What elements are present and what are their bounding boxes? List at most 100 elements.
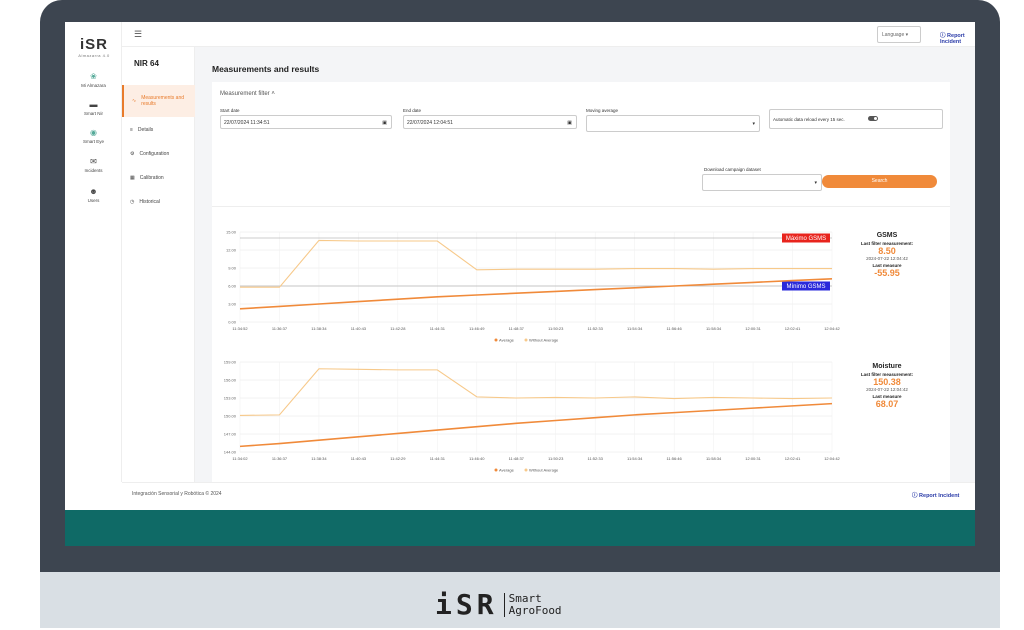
end-date-label: End date <box>403 108 422 113</box>
rail-item-smart-nir[interactable]: ▬ Smart Nir <box>65 100 122 116</box>
subnav-item-configuration[interactable]: ⚙ Configuration <box>130 151 170 157</box>
logo[interactable]: iSR Almazarra 4.0 <box>73 36 115 58</box>
legend-label[interactable]: Average <box>499 468 515 473</box>
moisture-last-filter-label: Last filter measurement: <box>860 372 914 377</box>
legend-label[interactable]: Without Average <box>529 468 559 473</box>
auto-reload-box: Automatic data reload every 15 sec. <box>769 109 943 129</box>
x-tick-label: 11:48:37 <box>509 456 525 461</box>
x-tick-label: 11:42:29 <box>390 456 406 461</box>
y-tick-label: 156.00 <box>224 378 237 383</box>
laptop-base <box>40 572 1000 628</box>
gsms-last-measure-value: -55.95 <box>874 268 900 278</box>
base-subtitle: Smart AgroFood <box>503 592 562 617</box>
end-date-input[interactable]: 22/07/2024 12:04:51 ▣ <box>403 115 577 129</box>
device-title: NIR 64 <box>134 59 159 68</box>
moving-average-select[interactable]: ▾ <box>586 115 760 132</box>
footer: Integración Sensorial y Robótica © 2024 … <box>122 482 975 504</box>
language-select[interactable]: Language ▾ <box>877 26 921 43</box>
x-tick-label: 11:54:34 <box>627 326 643 331</box>
x-tick-label: 11:44:31 <box>430 456 446 461</box>
start-date-input[interactable]: 22/07/2024 11:34:51 ▣ <box>220 115 392 129</box>
subnav-item-historical[interactable]: ◷ Historical <box>130 199 160 205</box>
footer-report-incident-link[interactable]: ⓘ Report Incident <box>912 493 960 499</box>
x-tick-label: 11:52:33 <box>588 456 604 461</box>
legend-marker <box>494 468 498 472</box>
main-content: Measurements and results Measurement fil… <box>195 47 975 482</box>
legend-marker <box>494 338 498 342</box>
gsms-last-filter-value: 8.50 <box>878 246 896 256</box>
x-tick-label: 11:58:34 <box>706 456 722 461</box>
gsms-chart: 0.00 3.00 6.00 9.00 12.00 15.00 11:34:52 11:36:… <box>226 230 841 343</box>
x-tick-label: 11:36:37 <box>272 326 288 331</box>
page-title: Measurements and results <box>212 64 320 74</box>
menu-icon[interactable]: ☰ <box>134 29 143 39</box>
x-tick-label: 11:50:23 <box>548 326 564 331</box>
x-tick-label: 11:40:43 <box>351 326 367 331</box>
rail-item-smart-eye[interactable]: ◉ Smart Eye <box>65 128 122 144</box>
download-dataset-label: Download campaign dataset <box>704 167 761 172</box>
device-subnav: NIR 64 ∿ Measurements and results ≡ Detail… <box>122 47 195 482</box>
y-tick-label: 3.00 <box>228 302 237 307</box>
chevron-up-icon: ˄ <box>271 91 275 97</box>
grid-icon: ▦ <box>130 175 135 181</box>
x-tick-label: 12:04:42 <box>824 326 840 331</box>
x-tick-label: 11:34:52 <box>232 326 248 331</box>
x-tick-label: 11:54:34 <box>627 456 643 461</box>
threshold-label-box <box>782 233 830 243</box>
report-incident-link[interactable]: ⓘ Report Incident <box>940 33 965 45</box>
chevron-down-icon: ▾ <box>752 121 755 127</box>
pulse-icon: ∿ <box>132 98 137 104</box>
gsms-last-filter-label: Last filter measurement: <box>860 241 914 246</box>
x-tick-label: 12:04:42 <box>824 456 840 461</box>
list-icon: ≡ <box>130 127 133 133</box>
moisture-summary: Moisture Last filter measurement: 150.38… <box>852 363 922 409</box>
moving-average-label: Moving average <box>586 108 619 113</box>
main-rail: iSR Almazarra 4.0 ❀ Mi Almazara ▬ Smart Ni… <box>65 22 122 482</box>
calendar-icon: ▣ <box>382 120 387 126</box>
auto-reload-label: Automatic data reload every 15 sec. <box>773 117 845 122</box>
threshold-label-box <box>782 281 830 291</box>
auto-reload-toggle[interactable] <box>868 116 878 121</box>
series-line-average <box>239 278 833 310</box>
topbar: ☰ Language ▾ ⓘ Report Incident ⟲ <box>122 22 975 47</box>
gsms-summary: GSMS Last filter measurement: 8.50 2024-… <box>852 232 922 278</box>
users-icon: ☻ <box>89 187 98 196</box>
info-icon: ⓘ <box>940 33 946 39</box>
x-tick-label: 11:38:34 <box>311 456 327 461</box>
rail-item-almazara[interactable]: ❀ Mi Almazara <box>65 72 122 88</box>
measurements-card: Measurement filter ˄ Start date 22/07/20… <box>212 82 950 482</box>
x-tick-label: 11:42:28 <box>390 326 406 331</box>
x-tick-label: 12:02:41 <box>785 326 801 331</box>
copyright: Integración Sensorial y Robótica © 2024 <box>132 491 222 497</box>
y-tick-label: 144.00 <box>224 450 237 455</box>
mail-icon: ✉ <box>90 157 97 166</box>
subnav-item-details[interactable]: ≡ Details <box>130 127 154 133</box>
subnav-item-measurements[interactable]: ∿ Measurements and results <box>122 85 195 117</box>
series-line-without-average <box>240 239 832 288</box>
rail-item-users[interactable]: ☻ Users <box>65 187 122 203</box>
x-tick-label: 11:46:49 <box>469 326 485 331</box>
x-tick-label: 11:58:34 <box>706 326 722 331</box>
app-screen: iSR Almazarra 4.0 ❀ Mi Almazara ▬ Smart Ni… <box>65 22 975 546</box>
gsms-last-measure-label: Last measure <box>872 263 902 268</box>
x-tick-label: 11:44:31 <box>430 326 446 331</box>
logo-brand: iSR <box>79 36 108 53</box>
search-button[interactable]: Search <box>822 175 937 188</box>
filter-toggle[interactable]: Measurement filter ˄ <box>220 91 275 97</box>
x-tick-label: 11:46:40 <box>469 456 485 461</box>
legend-label[interactable]: Average <box>499 338 515 343</box>
x-tick-label: 11:34:02 <box>232 456 248 461</box>
sensor-icon: ▬ <box>89 100 98 109</box>
subnav-item-calibration[interactable]: ▦ Calibration <box>130 175 164 181</box>
gsms-timestamp: 2024-07-22 12:04:42 <box>866 256 908 261</box>
download-dataset-select[interactable]: ▾ <box>702 174 822 191</box>
legend-label[interactable]: Without Average <box>529 338 559 343</box>
threshold-label: Máximo GSMS <box>786 236 826 242</box>
rail-item-incidents[interactable]: ✉ Incidents <box>65 157 122 173</box>
x-tick-label: 11:48:37 <box>509 326 525 331</box>
footer-band <box>65 510 975 546</box>
start-date-label: Start date <box>220 108 240 113</box>
series-line-without-average <box>239 368 833 416</box>
series-line-average <box>239 402 833 448</box>
threshold-label: Mínimo GSMS <box>786 284 825 290</box>
